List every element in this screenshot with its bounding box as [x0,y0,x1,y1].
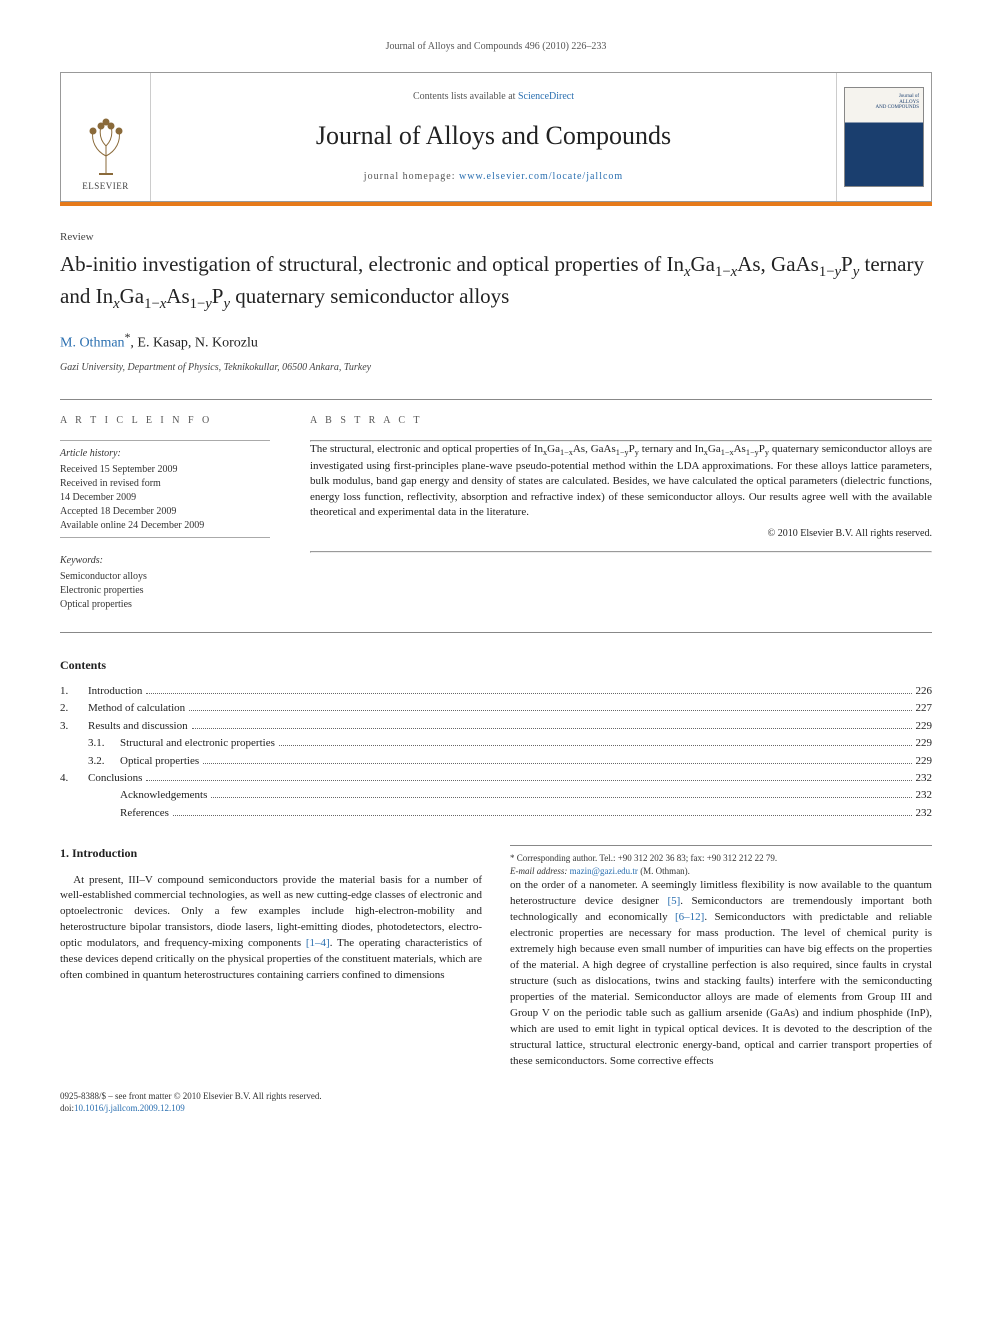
sciencedirect-link[interactable]: ScienceDirect [518,91,574,102]
keyword: Electronic properties [60,584,270,598]
page-footer: 0925-8388/$ – see front matter © 2010 El… [60,1090,932,1115]
body-paragraph: At present, III–V compound semiconductor… [60,873,482,985]
toc-label: Introduction [88,684,142,699]
toc-row: 1.Introduction 226 [60,684,932,699]
author-list: M. Othman*, E. Kasap, N. Korozlu [60,330,932,353]
publisher-name: ELSEVIER [82,180,129,193]
corresponding-author-footnote: * Corresponding author. Tel.: +90 312 20… [510,845,932,878]
toc-number: 3.1. [88,736,120,751]
email-label: E-mail address: [510,866,567,876]
thin-rule [60,537,270,538]
affiliation: Gazi University, Department of Physics, … [60,361,932,375]
rule-top [60,399,932,400]
toc-row: References 232 [60,806,932,821]
running-head: Journal of Alloys and Compounds 496 (201… [60,40,932,54]
section-title: Introduction [72,846,137,860]
toc-page: 232 [916,771,933,786]
toc-row: 2.Method of calculation 227 [60,701,932,716]
email-who: (M. Othman). [640,866,690,876]
history-line: Received 15 September 2009 [60,463,270,477]
toc-row: 3.1.Structural and electronic properties… [60,736,932,751]
toc-page: 232 [916,806,933,821]
keyword: Semiconductor alloys [60,570,270,584]
toc-leader-dots [146,693,911,694]
thin-rule [310,551,932,553]
toc-label: Method of calculation [88,701,185,716]
toc-number: 4. [60,771,88,786]
abstract-head: A B S T R A C T [310,414,932,428]
banner-center: Contents lists available at ScienceDirec… [151,73,836,201]
doi-link[interactable]: 10.1016/j.jallcom.2009.12.109 [74,1103,185,1113]
body-paragraph: on the order of a nanometer. A seemingly… [510,878,932,1069]
history-line: Accepted 18 December 2009 [60,505,270,519]
abstract-copyright: © 2010 Elsevier B.V. All rights reserved… [310,527,932,541]
body-columns: 1. Introduction At present, III–V compou… [60,845,932,1069]
toc-label: Optical properties [120,754,199,769]
toc-row: 4.Conclusions 232 [60,771,932,786]
toc-row: 3.Results and discussion 229 [60,719,932,734]
toc-page: 229 [916,754,933,769]
article-title: Ab-initio investigation of structural, e… [60,251,932,314]
table-of-contents: Contents 1.Introduction 226 2.Method of ca… [60,657,932,821]
history-label: Article history: [60,447,270,461]
thin-rule [60,440,270,441]
journal-cover-thumbnail: Journal of ALLOYS AND COMPOUNDS [844,87,924,187]
toc-page: 232 [916,788,933,803]
homepage-prefix: journal homepage: [364,171,459,182]
toc-page: 227 [916,701,933,716]
doi-prefix: doi: [60,1103,74,1113]
abstract-block: A B S T R A C T The structural, electron… [310,414,932,612]
toc-leader-dots [211,797,911,798]
toc-page: 226 [916,684,933,699]
toc-row: 3.2.Optical properties 229 [60,754,932,769]
toc-label: References [120,806,169,821]
history-line: Available online 24 December 2009 [60,519,270,533]
journal-homepage-link[interactable]: www.elsevier.com/locate/jallcom [459,171,623,182]
contents-heading: Contents [60,657,932,674]
toc-leader-dots [279,745,912,746]
section-number: 1. [60,846,69,860]
journal-banner: ELSEVIER Contents lists available at Sci… [60,72,932,202]
cover-thumb-block: Journal of ALLOYS AND COMPOUNDS [836,73,931,201]
history-line: Received in revised form [60,477,270,491]
toc-row: Acknowledgements 232 [60,788,932,803]
front-matter-line: 0925-8388/$ – see front matter © 2010 El… [60,1090,932,1103]
toc-leader-dots [189,710,911,711]
keywords-label: Keywords: [60,554,270,568]
article-info-head: A R T I C L E I N F O [60,414,270,428]
toc-leader-dots [192,728,912,729]
toc-label: Conclusions [88,771,142,786]
corr-line: * Corresponding author. Tel.: +90 312 20… [510,852,932,865]
article-info-block: A R T I C L E I N F O Article history: R… [60,414,932,612]
journal-name: Journal of Alloys and Compounds [316,118,671,154]
toc-leader-dots [146,780,911,781]
toc-number: 2. [60,701,88,716]
section-heading: 1. Introduction [60,845,482,862]
toc-number: 3. [60,719,88,734]
article-type: Review [60,230,932,245]
author-email-link[interactable]: mazin@gazi.edu.tr [570,866,638,876]
abstract-text: The structural, electronic and optical p… [310,442,932,520]
article-info-left: A R T I C L E I N F O Article history: R… [60,414,270,612]
toc-number: 3.2. [88,754,120,769]
toc-leader-dots [203,763,911,764]
publisher-logo-block: ELSEVIER [61,73,151,201]
contents-available-line: Contents lists available at ScienceDirec… [413,90,574,104]
journal-homepage-line: journal homepage: www.elsevier.com/locat… [364,170,623,184]
banner-accent-bar [60,202,932,206]
toc-page: 229 [916,719,933,734]
elsevier-tree-icon [81,116,131,176]
toc-leader-dots [173,815,912,816]
cover-label-bot: AND COMPOUNDS [876,105,919,111]
history-line: 14 December 2009 [60,491,270,505]
toc-label: Acknowledgements [120,788,207,803]
rule-mid [60,632,932,633]
toc-label: Results and discussion [88,719,188,734]
keyword: Optical properties [60,598,270,612]
toc-page: 229 [916,736,933,751]
toc-number: 1. [60,684,88,699]
toc-label: Structural and electronic properties [120,736,275,751]
contents-prefix: Contents lists available at [413,91,518,102]
